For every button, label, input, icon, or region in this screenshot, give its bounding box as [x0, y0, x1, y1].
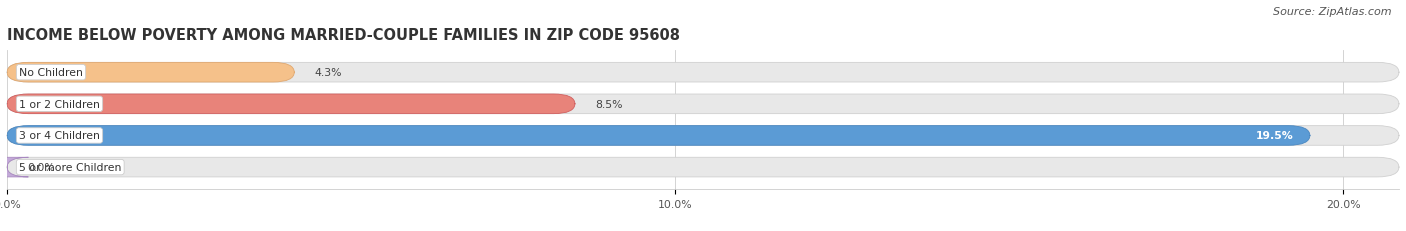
Text: 3 or 4 Children: 3 or 4 Children — [20, 131, 100, 141]
Text: INCOME BELOW POVERTY AMONG MARRIED-COUPLE FAMILIES IN ZIP CODE 95608: INCOME BELOW POVERTY AMONG MARRIED-COUPL… — [7, 28, 681, 43]
FancyBboxPatch shape — [7, 158, 1399, 177]
FancyBboxPatch shape — [0, 158, 28, 177]
Text: 4.3%: 4.3% — [315, 68, 342, 78]
Text: 8.5%: 8.5% — [595, 99, 623, 109]
FancyBboxPatch shape — [7, 63, 294, 83]
Text: Source: ZipAtlas.com: Source: ZipAtlas.com — [1274, 7, 1392, 17]
Text: 5 or more Children: 5 or more Children — [20, 162, 121, 172]
FancyBboxPatch shape — [7, 126, 1399, 146]
FancyBboxPatch shape — [7, 95, 1399, 114]
Text: 1 or 2 Children: 1 or 2 Children — [20, 99, 100, 109]
Text: 0.0%: 0.0% — [27, 162, 55, 172]
FancyBboxPatch shape — [7, 63, 1399, 83]
FancyBboxPatch shape — [7, 126, 1310, 146]
Text: No Children: No Children — [20, 68, 83, 78]
FancyBboxPatch shape — [7, 95, 575, 114]
Text: 19.5%: 19.5% — [1256, 131, 1294, 141]
